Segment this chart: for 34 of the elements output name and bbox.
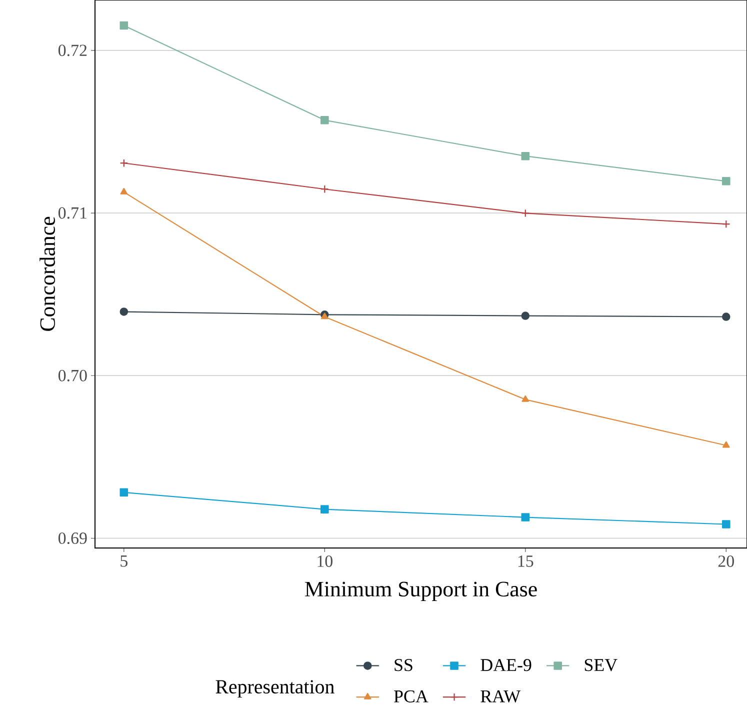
point xyxy=(722,220,730,228)
point xyxy=(722,312,730,321)
x-tick-label: 20 xyxy=(718,556,734,567)
x-axis-title: Minimum Support in Case xyxy=(305,582,537,601)
point xyxy=(120,188,128,194)
x-tick-label: 15 xyxy=(518,556,534,567)
legend-label: SS xyxy=(394,659,412,672)
legend-label: SEV xyxy=(584,659,618,672)
point xyxy=(120,158,128,168)
point xyxy=(320,505,329,514)
point xyxy=(522,395,530,402)
point xyxy=(120,488,128,497)
point xyxy=(521,152,530,160)
point xyxy=(521,513,530,522)
point xyxy=(120,308,128,316)
point xyxy=(120,21,128,30)
legend-label: PCA xyxy=(394,690,428,702)
legend-title: Representation xyxy=(216,680,334,698)
point xyxy=(320,184,329,194)
x-tick-label: 5 xyxy=(120,556,128,567)
x-tick-label: 10 xyxy=(318,556,332,567)
point xyxy=(722,176,730,186)
point xyxy=(722,520,730,528)
y-tick-label: 0.72 xyxy=(58,44,87,56)
y-tick-label: 0.71 xyxy=(58,207,86,219)
point xyxy=(521,209,530,218)
point xyxy=(320,116,329,124)
y-tick-label: 0.69 xyxy=(58,532,87,544)
y-axis-title: Concordance xyxy=(40,216,56,331)
legend-label: RAW xyxy=(480,690,521,703)
point xyxy=(521,312,530,320)
point xyxy=(722,441,730,448)
y-tick-label: 0.70 xyxy=(58,370,87,382)
legend-label: DAE-9 xyxy=(480,659,532,672)
